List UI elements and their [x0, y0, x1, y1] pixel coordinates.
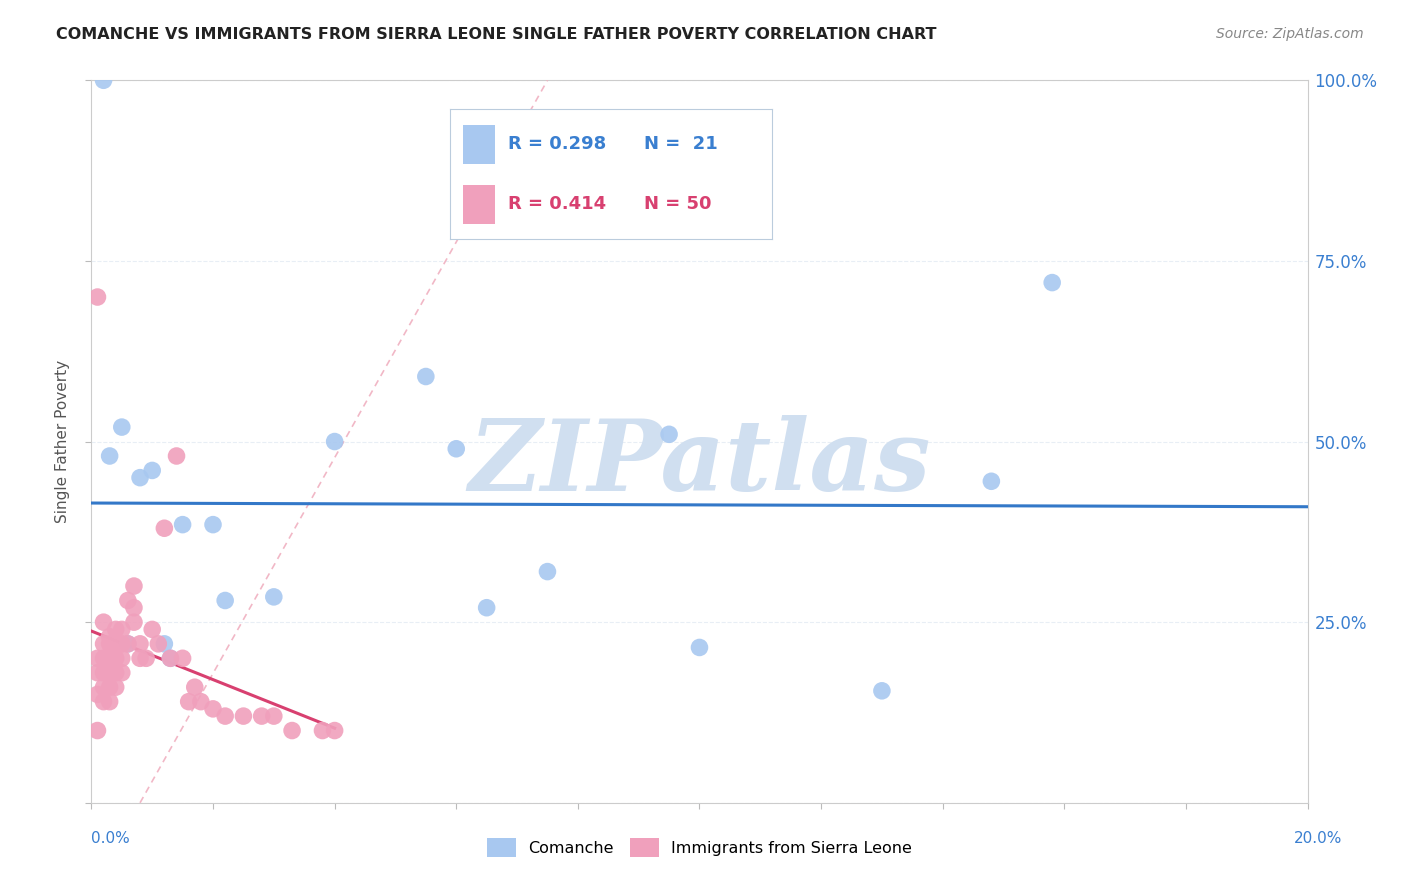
Point	[98, 695, 121, 709]
Point	[117, 593, 139, 607]
Point	[93, 665, 115, 680]
Point	[190, 695, 212, 709]
Point	[86, 687, 108, 701]
Point	[444, 442, 467, 456]
Point	[93, 637, 115, 651]
Point	[172, 651, 194, 665]
Point	[202, 517, 225, 532]
Point	[98, 665, 121, 680]
Point	[980, 475, 1002, 489]
Text: Source: ZipAtlas.com: Source: ZipAtlas.com	[1216, 27, 1364, 41]
Point	[122, 579, 145, 593]
Point	[93, 651, 115, 665]
Point	[177, 695, 200, 709]
Point	[129, 651, 152, 665]
Point	[122, 600, 145, 615]
Point	[129, 470, 152, 484]
Text: COMANCHE VS IMMIGRANTS FROM SIERRA LEONE SINGLE FATHER POVERTY CORRELATION CHART: COMANCHE VS IMMIGRANTS FROM SIERRA LEONE…	[56, 27, 936, 42]
Point	[658, 427, 681, 442]
Point	[98, 651, 121, 665]
Point	[214, 593, 236, 607]
Point	[104, 665, 127, 680]
Point	[86, 665, 108, 680]
Point	[536, 565, 558, 579]
Point	[281, 723, 304, 738]
Point	[104, 651, 127, 665]
Point	[184, 680, 207, 694]
Point	[141, 623, 163, 637]
Point	[148, 637, 170, 651]
Point	[159, 651, 181, 665]
Point	[98, 449, 121, 463]
Point	[263, 590, 285, 604]
Point	[688, 640, 710, 655]
Point	[93, 695, 115, 709]
Point	[135, 651, 157, 665]
Point	[232, 709, 254, 723]
Text: 20.0%: 20.0%	[1295, 831, 1343, 846]
Point	[93, 680, 115, 694]
Point	[93, 73, 115, 87]
Point	[122, 615, 145, 630]
Point	[202, 702, 225, 716]
Point	[111, 651, 134, 665]
Point	[86, 723, 108, 738]
Point	[86, 651, 108, 665]
Y-axis label: Single Father Poverty: Single Father Poverty	[55, 360, 70, 523]
Point	[141, 463, 163, 477]
Legend: Comanche, Immigrants from Sierra Leone: Comanche, Immigrants from Sierra Leone	[481, 831, 918, 863]
Point	[111, 665, 134, 680]
Point	[98, 637, 121, 651]
Text: ZIPatlas: ZIPatlas	[468, 415, 931, 511]
Point	[166, 449, 188, 463]
Point	[415, 369, 437, 384]
Point	[117, 637, 139, 651]
Point	[98, 630, 121, 644]
Point	[323, 723, 346, 738]
Point	[311, 723, 333, 738]
Point	[323, 434, 346, 449]
Point	[117, 637, 139, 651]
Point	[214, 709, 236, 723]
Point	[129, 637, 152, 651]
Point	[250, 709, 273, 723]
Point	[93, 615, 115, 630]
Point	[159, 651, 181, 665]
Point	[98, 680, 121, 694]
Point	[263, 709, 285, 723]
Point	[475, 600, 498, 615]
Point	[153, 521, 176, 535]
Point	[104, 680, 127, 694]
Point	[104, 637, 127, 651]
Point	[111, 623, 134, 637]
Point	[86, 290, 108, 304]
Point	[870, 683, 893, 698]
Point	[153, 637, 176, 651]
Text: 0.0%: 0.0%	[91, 831, 131, 846]
Point	[172, 517, 194, 532]
Point	[104, 623, 127, 637]
Point	[111, 420, 134, 434]
Point	[1040, 276, 1063, 290]
Point	[111, 637, 134, 651]
